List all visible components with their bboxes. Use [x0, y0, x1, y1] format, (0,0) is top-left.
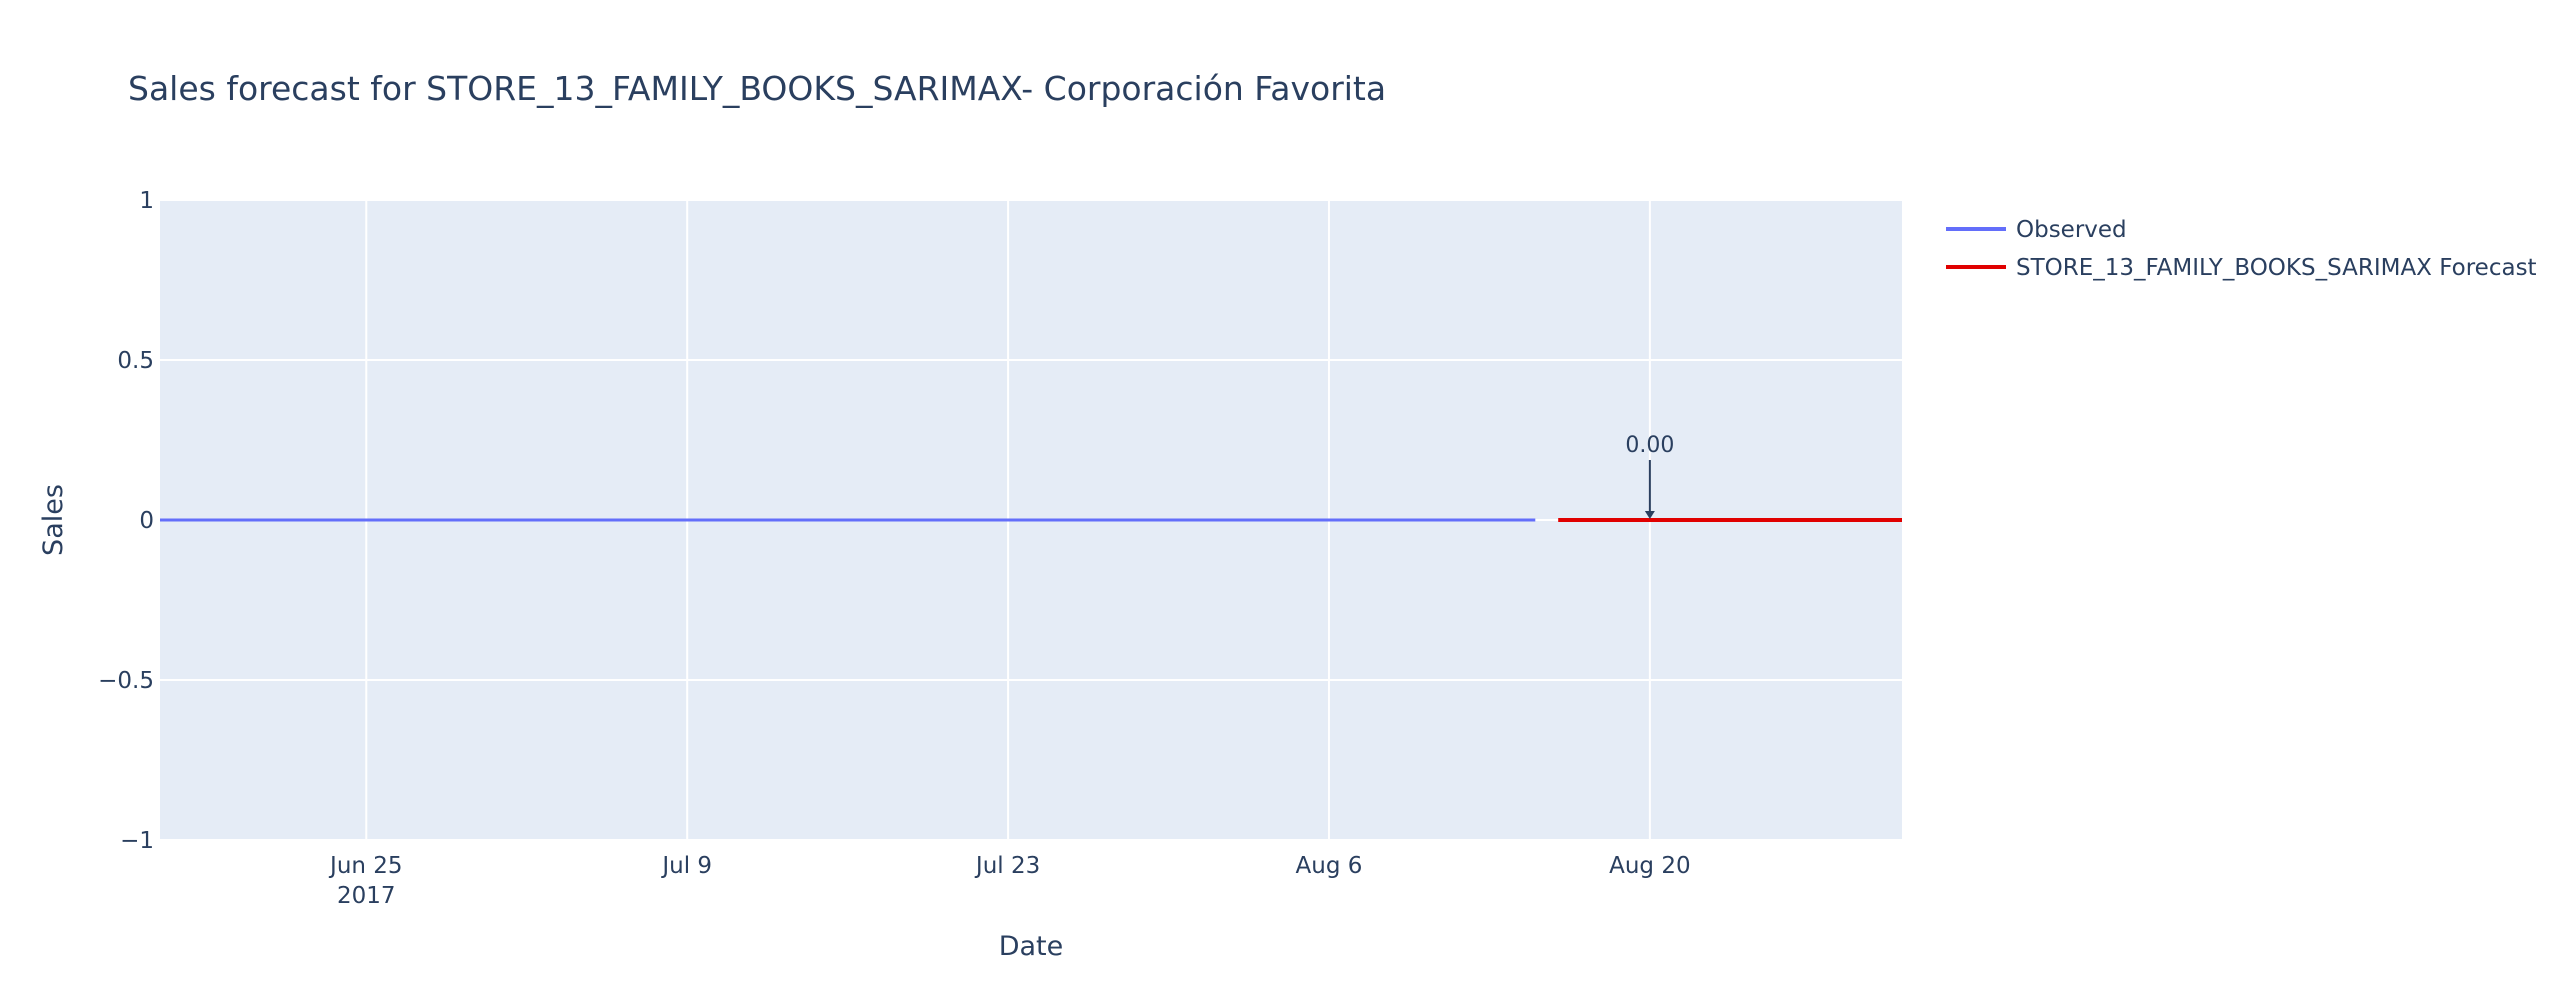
x-tick-label: Jul 9 [660, 853, 712, 879]
annotation-layer: 0.00 [1625, 433, 1674, 519]
y-axis-title: Sales [38, 484, 69, 556]
chart-title: Sales forecast for STORE_13_FAMILY_BOOKS… [128, 69, 1386, 108]
y-tick-label: −1 [120, 828, 154, 854]
legend-item-forecast[interactable]: STORE_13_FAMILY_BOOKS_SARIMAX Forecast [1946, 255, 2537, 281]
x-tick-label: Aug 20 [1609, 853, 1691, 879]
y-axis-ticks: 1 0.5 0 −0.5 −1 [98, 188, 154, 854]
annotation-arrowhead [1644, 511, 1655, 519]
x-axis-title: Date [999, 931, 1064, 962]
x-tick-label: Aug 6 [1296, 853, 1363, 879]
x-axis-ticks: Jun 25 2017 Jul 9 Jul 23 Aug 6 Aug 20 [328, 853, 1691, 909]
legend[interactable]: Observed STORE_13_FAMILY_BOOKS_SARIMAX Fo… [1946, 217, 2537, 281]
legend-item-observed[interactable]: Observed [1946, 217, 2127, 243]
x-tick-sublabel: 2017 [337, 883, 396, 909]
y-tick-label: 1 [139, 188, 154, 214]
legend-label: STORE_13_FAMILY_BOOKS_SARIMAX Forecast [2016, 255, 2537, 281]
x-tick-label: Jul 23 [974, 853, 1040, 879]
y-tick-label: 0 [139, 508, 154, 534]
annotation-label: 0.00 [1625, 433, 1674, 458]
x-tick-label: Jun 25 [328, 853, 403, 879]
y-tick-label: −0.5 [98, 668, 154, 694]
y-tick-label: 0.5 [117, 348, 154, 374]
legend-label: Observed [2016, 217, 2127, 243]
